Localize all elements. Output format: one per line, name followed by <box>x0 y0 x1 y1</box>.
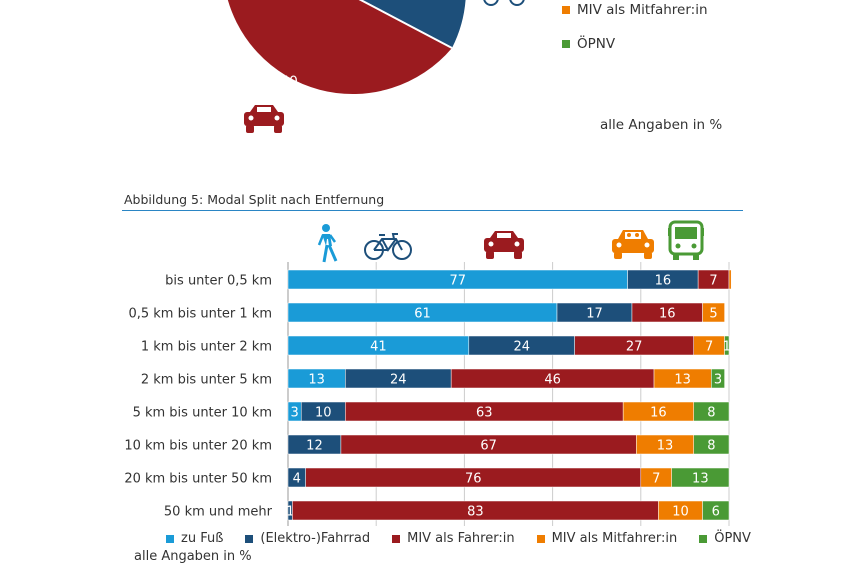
category-label: 5 km bis unter 10 km <box>133 406 272 421</box>
top-legend-item-transit: ÖPNV <box>562 36 615 52</box>
data-label: 13 <box>657 439 674 454</box>
category-label: 2 km bis unter 5 km <box>141 373 272 388</box>
legend-item-bike: (Elektro-)Fahrrad <box>245 531 370 546</box>
car-with-passenger-icon <box>612 230 654 259</box>
modal-split-bar-chart: bis unter 0,5 km 0,5 km bis unter 1 km 1 k… <box>124 220 732 526</box>
legend-swatch <box>536 534 545 543</box>
data-label: 76 <box>465 472 482 487</box>
data-label: 16 <box>655 274 672 289</box>
bar-segment-transit <box>702 500 730 521</box>
data-label: 3 <box>290 406 298 421</box>
bar-segment-transit <box>693 434 730 455</box>
data-label: 4 <box>293 472 301 487</box>
legend-swatch <box>562 40 570 48</box>
unit-note-top: alle Angaben in % <box>600 117 723 133</box>
data-label: 61 <box>414 307 431 322</box>
data-label: 16 <box>650 406 667 421</box>
legend-swatch <box>166 534 174 543</box>
legend-label: ÖPNV <box>714 531 751 546</box>
data-label: 13 <box>674 373 691 388</box>
data-label: 6 <box>712 505 720 520</box>
pie-slice-bike <box>360 0 466 48</box>
data-label: 8 <box>707 406 715 421</box>
legend-item-driver: MIV als Fahrer:in <box>392 531 515 546</box>
bicycle-icon <box>364 233 412 260</box>
legend-label: MIV als Fahrer:in <box>407 531 515 546</box>
bar-segment-transit <box>671 467 730 488</box>
legend-item-walk: zu Fuß <box>166 531 223 546</box>
data-label: 13 <box>308 373 325 388</box>
category-label: 20 km bis unter 50 km <box>124 472 272 487</box>
data-label: 46 <box>544 373 561 388</box>
pie-divider <box>358 0 453 49</box>
walking-person-icon <box>317 224 338 263</box>
car-icon <box>484 231 524 259</box>
data-label: 1 <box>286 505 294 520</box>
legend-label: MIV als Mitfahrer:in <box>551 531 678 546</box>
legend-swatch <box>392 534 401 543</box>
bar-segment-passenger <box>728 269 732 290</box>
bar-segment-passenger <box>702 302 725 323</box>
legend-label: zu Fuß <box>181 531 224 546</box>
data-label: 7 <box>705 340 713 355</box>
data-label: 83 <box>467 505 484 520</box>
data-label: 27 <box>626 340 643 355</box>
legend-item-transit: ÖPNV <box>699 531 751 546</box>
top-legend-item-passenger: MIV als Mitfahrer:in <box>562 2 708 18</box>
bar-segment-transit <box>711 368 725 389</box>
data-label: 7 <box>709 274 717 289</box>
legend-label: (Elektro-)Fahrrad <box>260 531 371 546</box>
data-label: 24 <box>513 340 530 355</box>
legend-item-passenger: MIV als Mitfahrer:in <box>536 531 678 546</box>
legend-swatch <box>245 534 254 543</box>
legend-label: MIV als Mitfahrer:in <box>577 2 708 18</box>
data-label: 17 <box>586 307 603 322</box>
data-label: 10 <box>672 505 689 520</box>
bus-icon <box>668 220 704 260</box>
data-label: 63 <box>476 406 493 421</box>
data-label: 67 <box>480 439 497 454</box>
data-label: 13 <box>692 472 709 487</box>
data-label: 77 <box>450 274 467 289</box>
category-label: 10 km bis unter 20 km <box>124 439 272 454</box>
car-icon <box>244 105 284 133</box>
data-label: 3 <box>714 373 722 388</box>
data-label: 1 <box>723 340 731 355</box>
bar-chart-legend: zu Fuß (Elektro-)Fahrrad MIV als Fahrer:in… <box>166 531 773 546</box>
data-label: 10 <box>315 406 332 421</box>
figure-caption: Abbildung 5: Modal Split nach Entfernung <box>124 192 385 207</box>
pie-slice-miv-driver <box>227 0 452 95</box>
bar-segment-transit <box>693 401 730 422</box>
pie-label-driver: 50 <box>280 74 298 90</box>
unit-note-bottom: alle Angaben in % <box>134 549 252 564</box>
top-pie-chart: 50 <box>227 0 525 133</box>
data-label: 16 <box>659 307 676 322</box>
category-label: 50 km und mehr <box>164 505 273 520</box>
bicycle-icon <box>483 0 525 6</box>
category-label: bis unter 0,5 km <box>165 274 272 289</box>
legend-swatch <box>699 534 708 543</box>
category-label: 0,5 km bis unter 1 km <box>128 307 272 322</box>
data-label: 7 <box>652 472 660 487</box>
caption-rule <box>122 210 743 211</box>
data-label: 8 <box>707 439 715 454</box>
data-label: 41 <box>370 340 387 355</box>
legend-label: ÖPNV <box>577 36 616 52</box>
data-label: 24 <box>390 373 407 388</box>
bar-segment-transit <box>724 335 730 356</box>
data-label: 5 <box>709 307 717 322</box>
category-label: 1 km bis unter 2 km <box>141 340 272 355</box>
data-label: 12 <box>306 439 323 454</box>
legend-swatch <box>562 6 570 14</box>
